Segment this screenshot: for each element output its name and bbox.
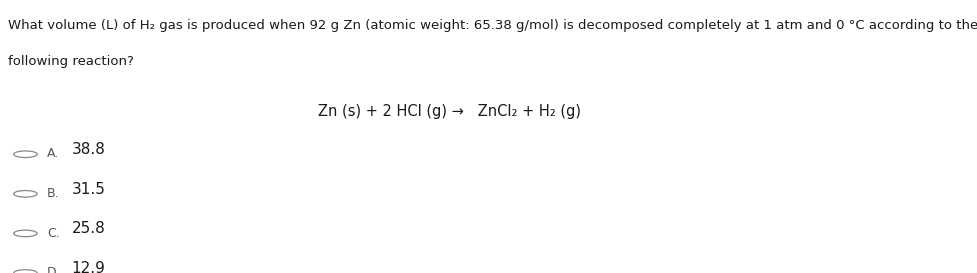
Text: 31.5: 31.5 [71,182,106,197]
Text: C.: C. [47,227,60,240]
Text: 12.9: 12.9 [71,261,106,273]
Text: D.: D. [47,266,61,273]
Text: 25.8: 25.8 [71,221,106,236]
Text: 38.8: 38.8 [71,142,106,157]
Text: following reaction?: following reaction? [8,55,134,68]
Text: A.: A. [47,147,60,161]
Text: B.: B. [47,187,60,200]
Text: Zn (s) + 2 HCl (g) →   ZnCl₂ + H₂ (g): Zn (s) + 2 HCl (g) → ZnCl₂ + H₂ (g) [319,104,580,119]
Text: What volume (L) of H₂ gas is produced when 92 g Zn (atomic weight: 65.38 g/mol) : What volume (L) of H₂ gas is produced wh… [8,19,977,32]
